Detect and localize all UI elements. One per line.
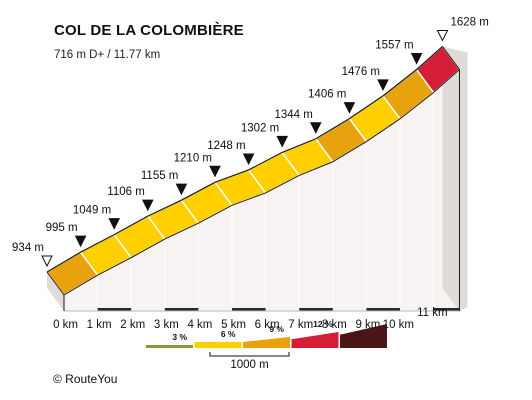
distance-label: 4 km: [187, 319, 212, 331]
distance-label: 5 km: [221, 319, 246, 331]
distance-label: 2 km: [120, 319, 145, 331]
scale-bracket: [209, 352, 290, 357]
elevation-marker-icon: [41, 255, 53, 268]
ribbon-top-edge: [46, 46, 443, 273]
ribbon-front-edge: [63, 69, 460, 296]
ground-km-mark: [366, 308, 400, 311]
distance-label: 7 km: [288, 319, 313, 331]
elevation-label: 1248 m: [207, 140, 245, 152]
profile-wall-segment: [399, 91, 435, 312]
elevation-label: 1049 m: [73, 205, 111, 217]
ground-km-mark: [433, 308, 460, 311]
elevation-label: 1302 m: [241, 122, 279, 134]
profile-side-face: [63, 68, 460, 312]
chart-title: COL DE LA COLOMBIÈRE: [54, 22, 244, 39]
elevation-label: 1155 m: [141, 170, 179, 182]
ribbon-end-edge: [442, 46, 460, 311]
profile-wall-segment: [298, 161, 334, 312]
elevation-label: 934 m: [12, 242, 44, 254]
elevation-label: 1406 m: [308, 89, 346, 101]
elevation-label: 1628 m: [450, 16, 488, 28]
legend-label: 6 %: [221, 329, 236, 339]
legend-swatch: [340, 324, 387, 348]
elevation-marker-icon: [309, 122, 322, 134]
profile-wall-segment: [365, 117, 401, 312]
elevation-marker-icon: [436, 29, 449, 42]
copyright-notice: © RouteYou: [53, 372, 118, 386]
elevation-marker-icon: [108, 218, 121, 230]
ground-km-mark: [164, 308, 199, 311]
distance-label: 1 km: [87, 319, 112, 331]
legend-swatch: [194, 342, 242, 348]
profile-start-cap: [47, 272, 64, 311]
ribbon-start-edge: [46, 271, 65, 311]
legend-label: 12 %: [313, 319, 333, 329]
elevation-marker-icon: [276, 135, 289, 148]
profile-back-shade: [442, 46, 468, 311]
profile-wall-segment: [332, 140, 367, 312]
elevation-marker-icon: [410, 53, 423, 65]
elevation-label: 1344 m: [274, 109, 312, 121]
distance-label: 6 km: [255, 319, 280, 331]
profile-wall-segment: [231, 192, 267, 312]
profile-end-cap: [442, 46, 460, 311]
elevation-marker-icon: [209, 165, 221, 178]
elevation-label: 1210 m: [174, 152, 212, 164]
distance-label: 3 km: [154, 319, 179, 331]
ground-km-mark: [299, 308, 333, 311]
scale-label: 1000 m: [230, 359, 268, 371]
elevation-marker-icon: [377, 79, 389, 91]
distance-label: 11 km: [417, 307, 447, 319]
elevation-marker-icon: [141, 199, 154, 212]
elevation-label: 1557 m: [375, 40, 413, 52]
legend-label: 9 %: [269, 324, 284, 334]
distance-label: 10 km: [383, 319, 414, 331]
elevation-marker-icon: [242, 153, 255, 166]
chart-subtitle: 716 m D+ / 11.77 km: [54, 49, 161, 61]
elevation-marker-icon: [74, 235, 87, 248]
gradient-legend: 3 % 6 % 9 % 12 % 1000 m: [146, 319, 387, 371]
legend-swatch: [291, 332, 339, 348]
distance-label: 8 km: [322, 319, 347, 331]
legend-label: 3 %: [172, 332, 187, 342]
elevation-marker-icon: [343, 102, 356, 114]
elevation-label: 1106 m: [107, 186, 145, 198]
legend-swatch: [243, 337, 290, 348]
distance-label: 0 km: [53, 319, 78, 331]
profile-wall-segment: [265, 174, 300, 312]
ground-km-mark: [232, 308, 266, 311]
distance-labels: 0 km 1 km 2 km 3 km 4 km 5 km 6 km 7 km 8 km 9 km…: [53, 307, 448, 331]
legend-swatch: [146, 345, 193, 348]
elevation-marker-icon: [175, 183, 188, 196]
elevation-label: 995 m: [46, 222, 78, 234]
elevation-label: 1476 m: [342, 66, 380, 78]
ground-km-mark: [97, 308, 132, 311]
